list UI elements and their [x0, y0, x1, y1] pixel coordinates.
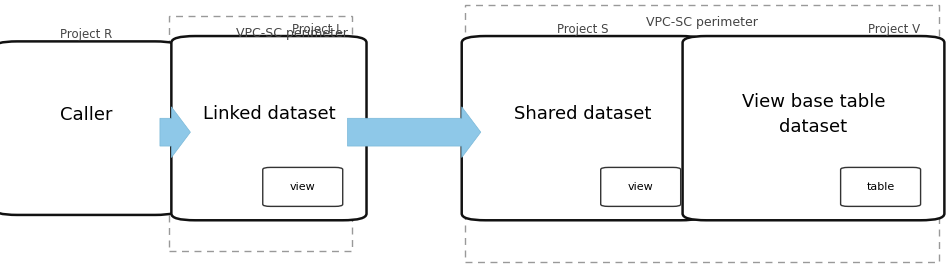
- Text: View base table
dataset: View base table dataset: [742, 93, 885, 136]
- FancyBboxPatch shape: [462, 36, 704, 220]
- Text: Caller: Caller: [60, 106, 112, 124]
- Text: view: view: [289, 182, 316, 192]
- Text: VPC-SC perimeter: VPC-SC perimeter: [645, 16, 758, 29]
- FancyBboxPatch shape: [841, 167, 921, 206]
- Polygon shape: [347, 107, 481, 158]
- Text: Project S: Project S: [557, 23, 609, 36]
- Text: Project R: Project R: [60, 28, 112, 41]
- Text: Project L: Project L: [292, 23, 343, 36]
- Text: Project V: Project V: [868, 23, 921, 36]
- FancyBboxPatch shape: [601, 167, 681, 206]
- Text: table: table: [866, 182, 895, 192]
- FancyBboxPatch shape: [0, 41, 179, 215]
- FancyBboxPatch shape: [171, 36, 367, 220]
- Polygon shape: [160, 107, 190, 158]
- Text: Linked dataset: Linked dataset: [203, 105, 335, 124]
- FancyBboxPatch shape: [263, 167, 343, 206]
- Text: view: view: [627, 182, 654, 192]
- FancyBboxPatch shape: [683, 36, 944, 220]
- Text: Shared dataset: Shared dataset: [514, 105, 652, 124]
- Text: VPC-SC perimeter: VPC-SC perimeter: [235, 27, 347, 40]
